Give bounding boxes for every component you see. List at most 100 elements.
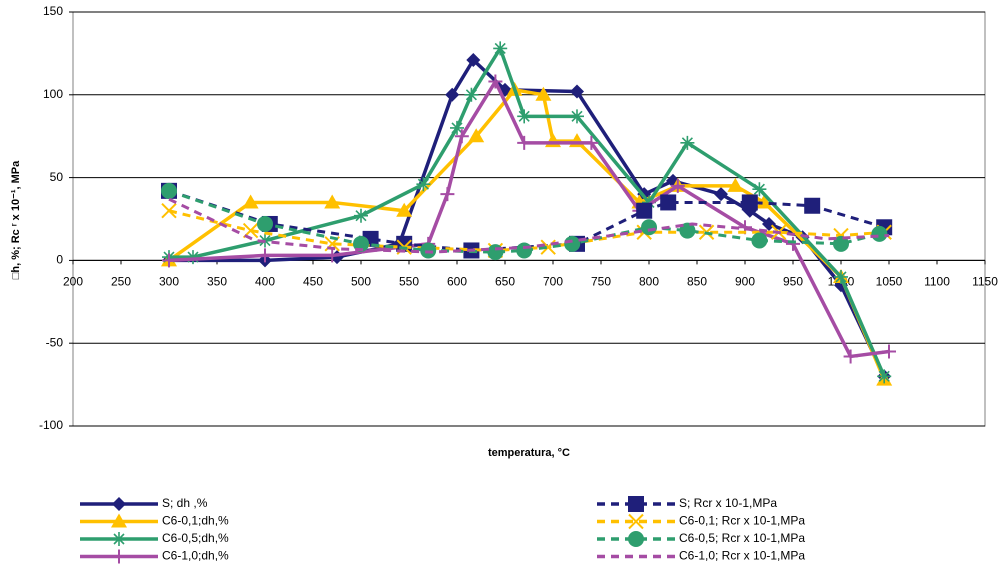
legend-label: S; Rcr x 10-1,MPa: [679, 496, 777, 510]
marker: [488, 74, 503, 89]
marker: [257, 215, 273, 232]
legend-item: C6-1,0; Rcr x 10-1,MPa: [597, 549, 805, 563]
y-tick-label: -100: [39, 418, 63, 432]
legend-item: S; Rcr x 10-1,MPa: [597, 496, 777, 512]
marker: [450, 120, 464, 135]
marker: [445, 87, 460, 102]
marker: [564, 235, 581, 252]
marker: [751, 232, 768, 249]
marker: [354, 208, 368, 223]
y-tick-label: 100: [43, 87, 63, 101]
y-tick-label: 150: [43, 4, 63, 18]
marker: [516, 242, 533, 259]
legend-label: C6-1,0; Rcr x 10-1,MPa: [679, 549, 805, 563]
marker: [741, 194, 758, 211]
marker: [680, 135, 695, 150]
marker: [440, 187, 455, 202]
legend-item: C6-1,0;dh,%: [80, 549, 229, 564]
marker: [871, 225, 888, 242]
marker: [112, 497, 126, 511]
marker: [636, 202, 653, 219]
marker: [396, 202, 413, 217]
marker: [325, 248, 340, 263]
marker: [570, 84, 584, 99]
x-tick-label: 500: [351, 275, 371, 289]
marker: [330, 250, 344, 265]
marker: [454, 129, 469, 144]
marker: [517, 135, 532, 150]
x-tick-label: 350: [207, 275, 227, 289]
marker: [353, 235, 369, 252]
series-line: [168, 197, 890, 254]
marker: [786, 236, 800, 251]
marker: [464, 87, 479, 102]
marker: [111, 513, 127, 528]
marker: [493, 41, 508, 56]
x-tick-label: 600: [447, 275, 467, 289]
marker: [628, 531, 644, 547]
marker: [628, 513, 644, 530]
marker: [517, 109, 532, 124]
series-line: [168, 189, 885, 252]
marker: [161, 203, 177, 219]
marker: [882, 344, 896, 359]
marker: [804, 197, 821, 214]
x-tick-label: 900: [735, 275, 755, 289]
x-tick-label: 200: [63, 275, 83, 289]
marker: [756, 194, 773, 209]
y-tick-label: -50: [46, 335, 64, 349]
legend-label: C6-0,1; Rcr x 10-1,MPa: [679, 514, 805, 528]
marker: [877, 369, 892, 384]
x-tick-label: 650: [495, 275, 515, 289]
y-axis-label: □h, %; Rc ʳ x 10⁻¹, MPa: [10, 160, 22, 279]
marker: [468, 128, 485, 143]
marker: [570, 109, 584, 124]
marker: [324, 194, 341, 209]
x-tick-label: 1050: [876, 275, 903, 289]
x-tick-label: 750: [591, 275, 611, 289]
marker: [727, 177, 744, 192]
y-tick-label: 50: [50, 170, 64, 184]
y-tick-label: 0: [56, 253, 63, 267]
marker: [641, 219, 657, 236]
marker: [112, 532, 126, 546]
marker: [843, 349, 858, 364]
legend-label: S; dh ,%: [162, 496, 208, 510]
series-line: [168, 189, 880, 254]
marker: [535, 86, 552, 101]
marker: [416, 177, 431, 192]
x-tick-label: 550: [399, 275, 419, 289]
marker: [833, 235, 849, 252]
legend-item: C6-0,5; Rcr x 10-1,MPa: [597, 531, 805, 547]
marker: [670, 178, 685, 193]
x-tick-label: 950: [783, 275, 803, 289]
x-tick-label: 700: [543, 275, 563, 289]
x-tick-label: 300: [159, 275, 179, 289]
marker: [112, 549, 126, 564]
legend-label: C6-0,1;dh,%: [162, 514, 229, 528]
legend-label: C6-0,5;dh,%: [162, 531, 229, 545]
x-tick-label: 400: [255, 275, 275, 289]
x-tick-label: 1150: [972, 275, 998, 289]
marker: [186, 250, 200, 265]
marker: [628, 496, 644, 512]
marker: [162, 253, 176, 268]
marker: [584, 135, 599, 150]
marker: [752, 182, 767, 197]
legend-label: C6-0,5; Rcr x 10-1,MPa: [679, 531, 805, 545]
legend-item: S; dh ,%: [80, 496, 208, 511]
x-tick-label: 250: [111, 275, 131, 289]
x-tick-label: 1100: [924, 275, 950, 289]
legend-item: C6-0,5;dh,%: [80, 531, 229, 546]
x-axis-label: temperatura, °C: [488, 447, 570, 459]
marker: [466, 53, 481, 68]
marker: [487, 244, 504, 261]
legend-item: C6-0,1; Rcr x 10-1,MPa: [597, 513, 805, 530]
x-tick-label: 850: [687, 275, 707, 289]
marker: [714, 187, 728, 202]
marker: [242, 194, 259, 209]
x-tick-label: 450: [303, 275, 323, 289]
legend-label: C6-1,0;dh,%: [162, 549, 229, 563]
marker: [258, 248, 272, 263]
